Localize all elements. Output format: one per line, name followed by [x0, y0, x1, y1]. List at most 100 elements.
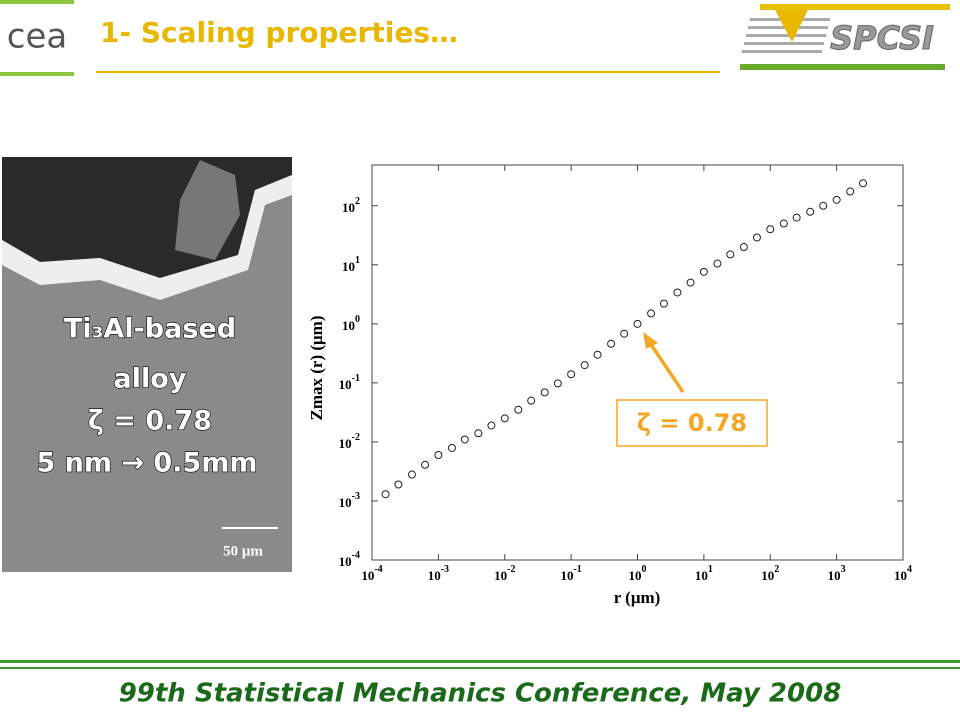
- tick-base: 10: [342, 200, 355, 215]
- tick-label: 101: [695, 564, 713, 583]
- data-point: [819, 201, 828, 210]
- tick-label: 10-4: [339, 550, 360, 569]
- tick-label: 104: [894, 564, 912, 583]
- tick-base: 10: [339, 495, 352, 510]
- micrograph: 50 μm Ti₃Al-based alloy ζ = 0.78 5 nm → …: [2, 157, 292, 572]
- data-point: [381, 490, 390, 499]
- data-point: [500, 414, 509, 423]
- tick-exponent: -4: [374, 564, 382, 575]
- tick-exponent: 0: [642, 564, 647, 575]
- tick-label: 10-2: [339, 432, 360, 451]
- tick-exponent: 1: [355, 255, 360, 266]
- tick-label: 10-1: [560, 564, 581, 583]
- tick-base: 10: [339, 554, 352, 569]
- data-point: [607, 339, 616, 348]
- data-point: [421, 460, 430, 469]
- image-text: alloy: [114, 364, 187, 395]
- tick-label: 10-3: [339, 491, 360, 510]
- tick-label: 101: [342, 255, 360, 274]
- logo-bar: [0, 0, 74, 4]
- image-text: ζ = 0.78: [88, 406, 212, 437]
- data-point: [580, 361, 589, 370]
- tick-label: 10-1: [339, 373, 360, 392]
- x-axis-label: r (μm): [614, 588, 661, 607]
- logo-spcsi: SPCSI: [740, 4, 950, 70]
- tick-label: 10-3: [428, 564, 449, 583]
- data-point: [792, 213, 801, 222]
- data-point: [713, 259, 722, 268]
- plot-frame: [371, 164, 904, 561]
- tick-exponent: 0: [355, 314, 360, 325]
- data-point: [659, 299, 668, 308]
- tick-base: 10: [339, 377, 352, 392]
- tick-base: 10: [361, 568, 374, 583]
- tick-base: 10: [629, 568, 642, 583]
- data-point: [447, 443, 456, 452]
- image-text: 5 nm → 0.5mm: [36, 448, 257, 479]
- logo-bar: [0, 72, 74, 76]
- data-point: [766, 225, 775, 234]
- tick-exponent: 2: [355, 196, 360, 207]
- annotation-arrow: [646, 339, 685, 393]
- tick-base: 10: [339, 436, 352, 451]
- tick-exponent: 1: [708, 564, 713, 575]
- tick-base: 10: [342, 318, 355, 333]
- y-axis-label: Zmax (r) (μm): [307, 316, 326, 421]
- data-point: [434, 451, 443, 460]
- logo-cea: cea: [7, 17, 67, 57]
- data-point: [394, 480, 403, 489]
- tick-exponent: -4: [352, 550, 360, 561]
- image-text: Ti₃Al-based: [64, 314, 236, 345]
- data-point: [779, 219, 788, 228]
- tick-label: 10-2: [494, 564, 515, 583]
- tick-label: 10-4: [361, 564, 382, 583]
- data-point: [593, 350, 602, 359]
- arrow-head: [643, 332, 658, 349]
- tick-label: 102: [761, 564, 779, 583]
- data-point: [553, 379, 562, 388]
- data-point: [739, 243, 748, 252]
- tick-label: 100: [629, 564, 647, 583]
- tick-exponent: 2: [774, 564, 779, 575]
- data-point: [460, 435, 469, 444]
- tick-exponent: -2: [507, 564, 515, 575]
- data-point: [527, 396, 536, 405]
- scale-bar-label: 50 μm: [223, 543, 263, 559]
- tick-label: 100: [342, 314, 360, 333]
- data-point: [487, 421, 496, 430]
- data-point: [474, 429, 483, 438]
- annotation-box: [616, 399, 768, 447]
- data-point: [620, 329, 629, 338]
- tick-base: 10: [342, 259, 355, 274]
- data-point: [832, 195, 841, 204]
- footer-rule: [0, 667, 960, 669]
- data-point: [514, 405, 523, 414]
- data-point: [647, 309, 656, 318]
- tick-base: 10: [695, 568, 708, 583]
- data-point: [859, 179, 868, 188]
- data-point: [673, 288, 682, 297]
- data-point: [726, 250, 735, 259]
- data-point: [699, 267, 708, 276]
- data-point: [633, 319, 642, 328]
- data-point: [752, 233, 761, 242]
- tick-exponent: -3: [352, 491, 360, 502]
- tick-exponent: 4: [907, 564, 912, 575]
- data-point: [846, 187, 855, 196]
- data-point: [407, 470, 416, 479]
- data-point: [540, 388, 549, 397]
- tick-exponent: -2: [352, 432, 360, 443]
- footer-rule: [0, 660, 960, 663]
- tick-base: 10: [560, 568, 573, 583]
- data-point: [567, 370, 576, 379]
- tick-base: 10: [761, 568, 774, 583]
- tick-exponent: -1: [573, 564, 581, 575]
- tick-exponent: -3: [441, 564, 449, 575]
- tick-base: 10: [428, 568, 441, 583]
- data-point: [806, 207, 815, 216]
- logo-text: SPCSI: [830, 19, 934, 57]
- tick-label: 103: [828, 564, 846, 583]
- slide-title: 1- Scaling properties…: [100, 16, 458, 49]
- annotation-text: ζ = 0.78: [637, 409, 747, 437]
